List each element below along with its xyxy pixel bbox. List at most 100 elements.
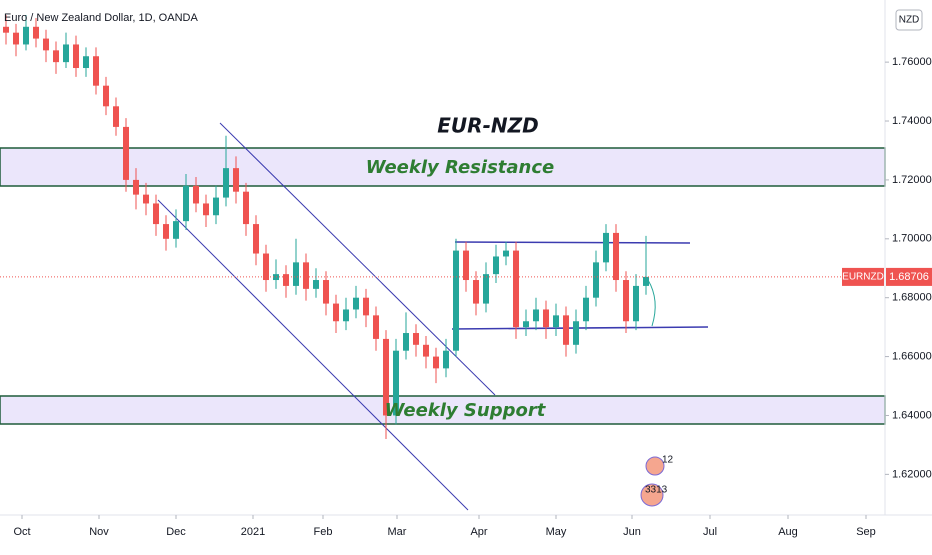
candle-body xyxy=(503,250,509,257)
candle-body xyxy=(633,285,639,322)
candle-body xyxy=(593,262,599,298)
range-bottom xyxy=(451,326,709,330)
candle-body xyxy=(113,106,119,127)
candle-body xyxy=(213,197,219,216)
symbol-tag xyxy=(842,267,884,286)
candle-body xyxy=(283,274,289,286)
candle-body xyxy=(73,44,79,69)
candle-body xyxy=(423,344,429,357)
candle-body xyxy=(523,321,529,328)
candle-body xyxy=(263,253,269,281)
candle-body xyxy=(123,126,129,180)
candle-body xyxy=(163,224,169,239)
candle-body xyxy=(3,26,9,33)
candle-body xyxy=(33,26,39,39)
candle-body xyxy=(103,85,109,107)
candle-body xyxy=(623,280,629,322)
candle-body xyxy=(543,309,549,328)
candle-body xyxy=(463,250,469,281)
event-icon[interactable] xyxy=(645,456,665,476)
symbol: EURNZD xyxy=(842,272,884,283)
x-tick-label: Mar xyxy=(388,526,407,538)
candle-body xyxy=(203,203,209,216)
x-tick-label: Jun xyxy=(623,526,641,538)
candle-body xyxy=(413,333,419,345)
candle-body xyxy=(393,350,399,416)
x-tick-label: Jul xyxy=(703,526,717,538)
x-tick-label: Sep xyxy=(856,526,876,538)
candle-body xyxy=(53,50,59,63)
annotation: Weekly Support xyxy=(385,400,547,421)
y-tick-label: 1.70000 xyxy=(892,233,932,245)
x-tick-label: May xyxy=(546,526,567,538)
candle-body xyxy=(303,262,309,289)
y-tick-label: 1.76000 xyxy=(892,56,932,68)
candle-body xyxy=(233,168,239,192)
price-tag xyxy=(886,267,932,286)
y-tick-label: 1.74000 xyxy=(892,115,932,127)
candle-body xyxy=(513,250,519,328)
candle-body xyxy=(143,194,149,204)
y-tick-label: 1.62000 xyxy=(892,468,932,480)
candle-body xyxy=(323,280,329,304)
candle-body xyxy=(383,338,389,416)
candle-body xyxy=(533,309,539,322)
candle-body xyxy=(353,297,359,310)
candle-body xyxy=(433,356,439,369)
candle-body xyxy=(443,350,449,369)
event-icon[interactable] xyxy=(640,483,664,507)
candle-body xyxy=(183,185,189,222)
x-tick-label: Dec xyxy=(166,526,186,538)
candle-body xyxy=(343,309,349,322)
candle-body xyxy=(563,315,569,345)
y-tick-label: 1.64000 xyxy=(892,409,932,421)
y-tick-label: 1.66000 xyxy=(892,350,932,362)
event-label[interactable]: 3313 xyxy=(645,485,668,496)
last-price-label: 1.68706 xyxy=(889,271,929,283)
candle-body xyxy=(403,333,409,351)
candle-body xyxy=(13,32,19,45)
channel-line xyxy=(219,122,496,396)
y-tick-label: 1.72000 xyxy=(892,174,932,186)
candle-body xyxy=(223,168,229,198)
x-tick-label: Aug xyxy=(778,526,798,538)
candle-body xyxy=(573,321,579,345)
candle-body xyxy=(453,250,459,351)
y-tick-label: 1.68000 xyxy=(892,292,932,304)
candle-body xyxy=(483,274,489,304)
x-tick-label: Feb xyxy=(314,526,333,538)
annotation: Weekly Resistance xyxy=(366,157,554,178)
event-label[interactable]: 12 xyxy=(662,455,674,466)
projection-arrow xyxy=(647,279,656,327)
candle-body xyxy=(83,56,89,69)
candle-body xyxy=(173,221,179,239)
candle-body xyxy=(583,297,589,322)
range-top xyxy=(454,241,691,244)
x-tick-label: Nov xyxy=(89,526,109,538)
candle-body xyxy=(643,276,649,286)
candle-body xyxy=(473,280,479,304)
candle-body xyxy=(253,224,259,254)
candle-body xyxy=(63,44,69,63)
candle-body xyxy=(243,191,249,225)
currency: NZD xyxy=(899,15,920,26)
candle-body xyxy=(23,26,29,45)
candle-body xyxy=(493,256,499,275)
candle-body xyxy=(43,38,49,51)
plot xyxy=(3,15,649,440)
support-zone xyxy=(0,395,886,425)
candle-body xyxy=(133,179,139,195)
candle-body xyxy=(603,232,609,263)
candle-body xyxy=(153,203,159,225)
candle-body xyxy=(313,280,319,289)
candle-body xyxy=(93,56,99,86)
title: EUR-NZD xyxy=(437,114,538,138)
candle-body xyxy=(333,303,339,322)
candle-body xyxy=(193,185,199,204)
x-tick-label: 2021 xyxy=(241,526,265,538)
x-tick-label: Oct xyxy=(13,526,30,538)
candle-body xyxy=(363,297,369,316)
candle-body xyxy=(553,315,559,328)
channel-line xyxy=(157,199,469,511)
